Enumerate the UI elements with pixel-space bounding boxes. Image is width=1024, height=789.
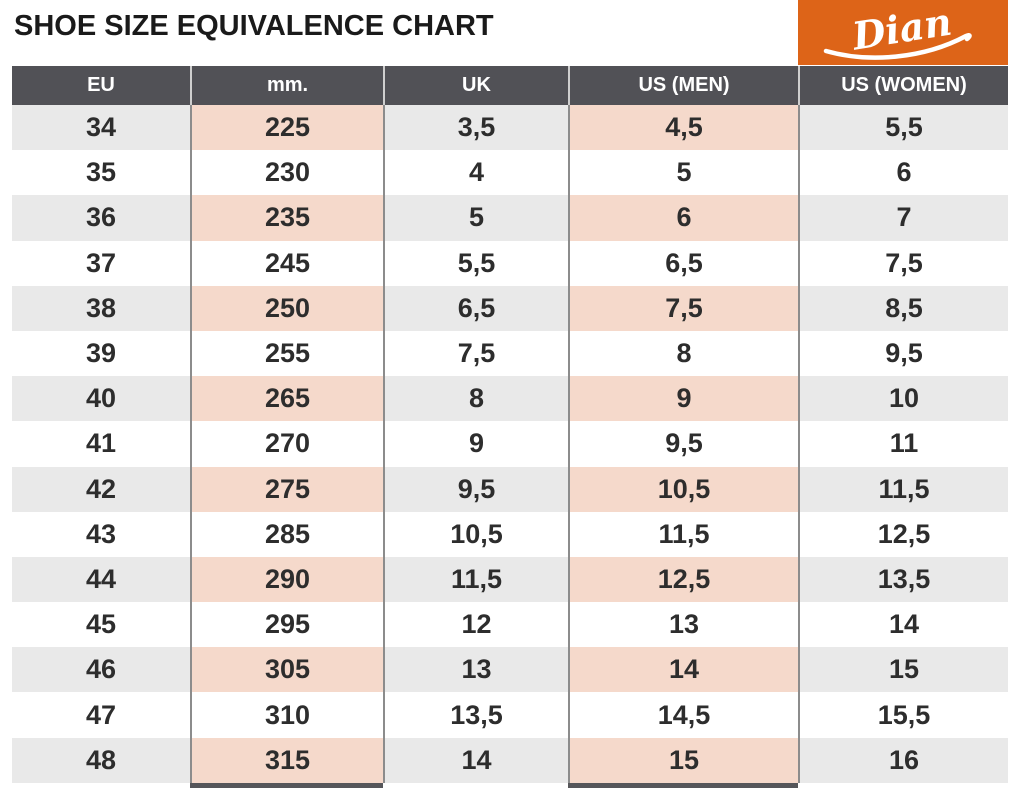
table-cell: 37	[12, 240, 190, 286]
table-cell: 3,5	[383, 105, 568, 151]
table-cell: 7,5	[568, 285, 798, 331]
column-shadow-mm	[190, 783, 383, 788]
table-cell: 13,5	[383, 692, 568, 738]
table-cell: 8,5	[798, 285, 1008, 331]
table-cell: 265	[190, 376, 383, 422]
table-cell: 230	[190, 150, 383, 196]
table-cell: 285	[190, 511, 383, 557]
column-shadow-us-men	[568, 783, 798, 788]
table-body: 34 225 3,5 4,5 5,5 35 230 4 5 6 36 235 5 6 7 37 245 5,5 6,…	[12, 105, 1008, 783]
table-cell: 5,5	[798, 105, 1008, 151]
brand-logo-art: Dian	[823, 0, 972, 60]
table-cell: 15,5	[798, 692, 1008, 738]
table-cell: 36	[12, 195, 190, 241]
table-cell: 10	[798, 376, 1008, 422]
table-cell: 255	[190, 330, 383, 377]
table-cell: 48	[12, 737, 190, 783]
table-cell: 315	[190, 737, 383, 783]
table-cell: 9,5	[383, 466, 568, 512]
table-cell: 40	[12, 376, 190, 422]
column-header: mm.	[190, 66, 383, 105]
table-cell: 14	[383, 737, 568, 783]
table-cell: 10,5	[383, 511, 568, 557]
table-cell: 42	[12, 466, 190, 512]
table-cell: 41	[12, 421, 190, 467]
table-cell: 13	[383, 647, 568, 693]
column-header: US (MEN)	[568, 66, 798, 105]
table-cell: 15	[568, 737, 798, 783]
table-cell: 4	[383, 150, 568, 196]
table-cell: 9	[568, 376, 798, 422]
table-cell: 6,5	[383, 285, 568, 331]
table-cell: 9,5	[568, 421, 798, 467]
table-cell: 12	[383, 602, 568, 648]
table-cell: 8	[383, 376, 568, 422]
table-cell: 14,5	[568, 692, 798, 738]
table-cell: 38	[12, 285, 190, 331]
table-cell: 5,5	[383, 240, 568, 286]
table-cell: 13	[568, 602, 798, 648]
table-cell: 6	[798, 150, 1008, 196]
table-cell: 5	[383, 195, 568, 241]
table-cell: 4,5	[568, 105, 798, 151]
column-header: US (WOMEN)	[798, 66, 1008, 105]
table-cell: 39	[12, 330, 190, 377]
table-cell: 46	[12, 647, 190, 693]
table-cell: 9	[383, 421, 568, 467]
table-cell: 295	[190, 602, 383, 648]
table-cell: 11,5	[798, 466, 1008, 512]
table-cell: 45	[12, 602, 190, 648]
column-header: UK	[383, 66, 568, 105]
table-cell: 43	[12, 511, 190, 557]
table-cell: 275	[190, 466, 383, 512]
table-cell: 310	[190, 692, 383, 738]
table-cell: 7	[798, 195, 1008, 241]
table-cell: 16	[798, 737, 1008, 783]
table-cell: 15	[798, 647, 1008, 693]
table-cell: 6	[568, 195, 798, 241]
table-cell: 44	[12, 556, 190, 603]
table-cell: 12,5	[568, 556, 798, 603]
table-cell: 14	[568, 647, 798, 693]
table-cell: 47	[12, 692, 190, 738]
table-cell: 13,5	[798, 556, 1008, 603]
brand-logo: Dian	[798, 0, 1008, 65]
table-cell: 225	[190, 105, 383, 151]
column-header: EU	[87, 74, 115, 96]
page-title: SHOE SIZE EQUIVALENCE CHART	[14, 10, 494, 42]
table-cell: 305	[190, 647, 383, 693]
table-cell: 245	[190, 240, 383, 286]
table-cell: 270	[190, 421, 383, 467]
table-cell: 235	[190, 195, 383, 241]
table-cell: 14	[798, 602, 1008, 648]
table-cell: 7,5	[798, 240, 1008, 286]
table-cell: 11,5	[383, 556, 568, 603]
logo-swash	[823, 32, 972, 60]
table-cell: 11,5	[568, 511, 798, 557]
table-header-row: EU mm. UK US (MEN) US (WOMEN)	[12, 66, 1008, 105]
table-cell: 8	[568, 330, 798, 377]
table-cell: 6,5	[568, 240, 798, 286]
table-cell: 35	[12, 150, 190, 196]
table-cell: 9,5	[798, 330, 1008, 377]
table-cell: 7,5	[383, 330, 568, 377]
table-cell: 5	[568, 150, 798, 196]
table-cell: 10,5	[568, 466, 798, 512]
table-cell: 250	[190, 285, 383, 331]
table-cell: 12,5	[798, 511, 1008, 557]
table-cell: 290	[190, 556, 383, 603]
table-cell: 34	[12, 105, 190, 151]
table-cell: 11	[798, 421, 1008, 467]
